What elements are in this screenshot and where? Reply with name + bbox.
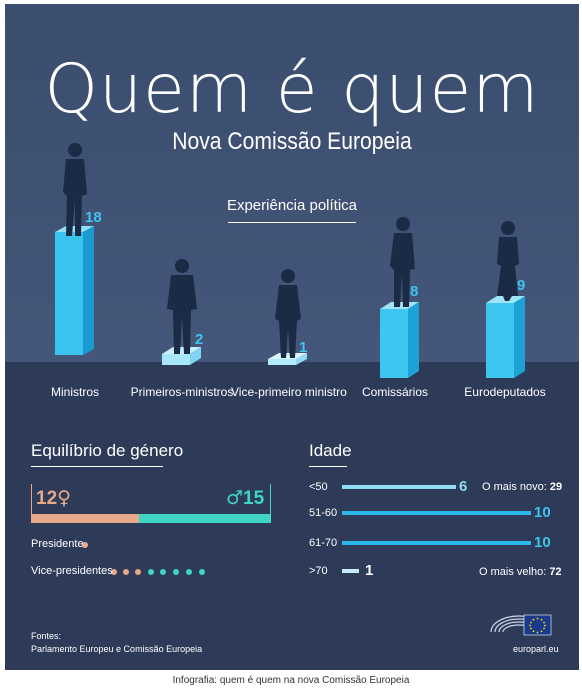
gender-bar-male bbox=[139, 514, 271, 523]
vice-presidents-dots bbox=[111, 569, 205, 575]
value-vice-primeiro-ministro: 1 bbox=[299, 339, 308, 356]
youngest-info: O mais novo: 29 bbox=[482, 481, 563, 493]
image-caption: Infografia: quem é quem na nova Comissão… bbox=[172, 675, 410, 686]
age-value-61-70: 10 bbox=[534, 534, 551, 551]
president-label: Presidente bbox=[31, 538, 84, 550]
silhouette-ministros bbox=[63, 143, 87, 236]
europarl-logo bbox=[490, 614, 552, 636]
sources-text: Parlamento Europeu e Comissão Europeia bbox=[31, 644, 203, 654]
label-ministros: Ministros bbox=[50, 385, 99, 399]
page-subtitle: Nova Comissão Europeia bbox=[172, 128, 412, 155]
vice-dot-male bbox=[148, 569, 154, 575]
bar-ministros bbox=[55, 226, 94, 355]
experience-title: Experiência política bbox=[226, 197, 358, 214]
value-ministros: 18 bbox=[85, 209, 102, 226]
label-vice-primeiro-ministro: Vice-primeiro ministro bbox=[231, 385, 347, 399]
age-title: Idade bbox=[309, 441, 352, 460]
gender-title-underline bbox=[31, 466, 163, 467]
silhouette-vice-primeiro-ministro bbox=[275, 269, 301, 358]
sources-label: Fontes: bbox=[31, 631, 62, 641]
bar-eurodeputados bbox=[486, 296, 525, 378]
infographic: Quem é quem Nova Comissão Europeia Exper… bbox=[5, 4, 579, 670]
silhouette-comissarios bbox=[390, 217, 415, 307]
vice-dot-male bbox=[186, 569, 192, 575]
age-label-61-70: 61-70 bbox=[309, 537, 338, 549]
age-label-over-70: >70 bbox=[309, 565, 328, 577]
age-bar-over-70 bbox=[342, 569, 359, 573]
label-eurodeputados: Eurodeputados bbox=[464, 385, 546, 399]
label-primeiros-ministros: Primeiros-ministros bbox=[130, 385, 234, 399]
vice-presidents-label: Vice-presidentes bbox=[31, 565, 113, 577]
age-bar-51-60 bbox=[342, 511, 531, 515]
age-label-51-60: 51-60 bbox=[309, 507, 338, 519]
age-bar-under-50 bbox=[342, 485, 456, 489]
value-eurodeputados: 9 bbox=[517, 277, 526, 294]
value-primeiros-ministros: 2 bbox=[195, 331, 204, 348]
silhouette-eurodeputados bbox=[497, 221, 519, 301]
experience-title-underline bbox=[228, 222, 356, 223]
female-count: 12♀ bbox=[36, 487, 72, 509]
bar-vice-primeiro-ministro bbox=[268, 353, 307, 365]
age-value-over-70: 1 bbox=[365, 562, 374, 579]
female-icon: ♀ bbox=[57, 487, 72, 509]
vice-dot-female bbox=[111, 569, 117, 575]
president-dot bbox=[82, 542, 88, 548]
vice-dot-male bbox=[173, 569, 179, 575]
page-title: Quem é quem bbox=[44, 50, 540, 129]
infographic-graphics bbox=[5, 4, 579, 670]
value-comissarios: 8 bbox=[410, 283, 419, 300]
vice-dot-male bbox=[199, 569, 205, 575]
vice-dot-male bbox=[160, 569, 166, 575]
age-value-under-50: 6 bbox=[459, 478, 468, 495]
bar-primeiros-ministros bbox=[162, 347, 201, 365]
oldest-info: O mais velho: 72 bbox=[479, 566, 562, 578]
eu-flag-icon bbox=[523, 614, 552, 636]
male-count: ♂15 bbox=[226, 487, 265, 509]
site-link[interactable]: europarl.eu bbox=[513, 644, 559, 654]
vice-dot-female bbox=[123, 569, 129, 575]
age-bar-61-70 bbox=[342, 541, 531, 545]
label-comissarios: Comissários bbox=[361, 385, 428, 399]
age-value-51-60: 10 bbox=[534, 504, 551, 521]
gender-bar-female bbox=[31, 514, 139, 523]
bar-comissarios bbox=[380, 302, 419, 378]
gender-title: Equilíbrio de género bbox=[31, 441, 184, 460]
male-icon: ♂ bbox=[226, 487, 244, 509]
age-title-underline bbox=[309, 466, 347, 467]
vice-dot-female bbox=[135, 569, 141, 575]
silhouette-primeiros-ministros bbox=[167, 259, 197, 354]
age-label-under-50: <50 bbox=[309, 481, 328, 493]
